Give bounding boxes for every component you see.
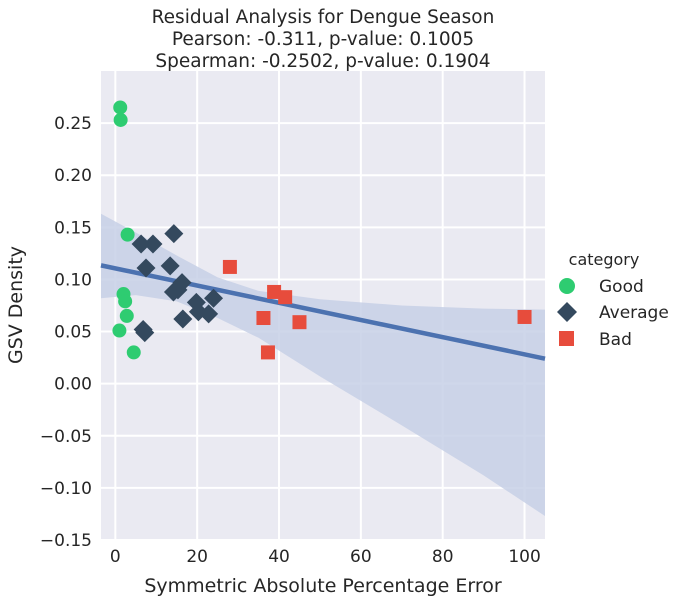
y-tick-label: 0.15	[54, 218, 92, 238]
point-good	[112, 323, 127, 338]
x-tick-labels: 0 20 40 60 80 100	[110, 547, 541, 567]
point-average	[164, 224, 184, 244]
point-average	[160, 256, 180, 276]
x-tick-label: 100	[508, 547, 540, 567]
point-average	[136, 258, 156, 278]
point-average	[199, 304, 219, 324]
point-average	[186, 292, 206, 312]
legend-label-average: Average	[599, 303, 669, 323]
x-tick-label: 40	[268, 547, 290, 567]
point-bad	[292, 315, 307, 330]
chart-title-line-2: Pearson: -0.311, p-value: 0.1005	[172, 29, 474, 50]
x-tick-label: 20	[186, 547, 208, 567]
legend-marker-bad	[559, 331, 574, 346]
legend-label-bad: Bad	[599, 330, 632, 350]
point-average	[135, 323, 155, 343]
point-good	[113, 112, 128, 127]
chart-title-line-1: Residual Analysis for Dengue Season	[152, 7, 495, 28]
point-bad	[256, 311, 271, 326]
point-average	[131, 234, 151, 254]
point-good	[118, 294, 133, 309]
y-tick-label: 0.05	[54, 323, 92, 343]
point-average	[173, 309, 193, 329]
legend-marker-average	[557, 302, 577, 322]
y-tick-label: 0.20	[54, 166, 92, 186]
chart-title-line-3: Spearman: -0.2502, p-value: 0.1904	[155, 51, 490, 72]
y-tick-label: −0.15	[40, 531, 92, 551]
y-tick-labels: −0.15 −0.10 −0.05 0.00 0.05 0.10 0.15 0.20 0.25	[40, 114, 92, 551]
legend-label-good: Good	[599, 277, 644, 297]
data-points	[112, 100, 532, 360]
point-average	[143, 234, 163, 254]
legend-title: category	[569, 250, 640, 269]
point-bad	[260, 345, 275, 360]
x-tick-label: 60	[350, 547, 372, 567]
point-good	[126, 345, 141, 360]
point-bad	[517, 309, 532, 324]
point-good	[113, 100, 128, 115]
x-tick-label: 80	[432, 547, 454, 567]
y-tick-label: 0.00	[54, 375, 92, 395]
y-tick-label: −0.10	[40, 479, 92, 499]
point-good	[119, 308, 134, 323]
point-bad	[222, 259, 237, 274]
y-tick-label: 0.10	[54, 270, 92, 290]
point-average	[204, 288, 224, 308]
point-bad	[267, 284, 282, 299]
point-bad	[278, 290, 293, 305]
x-axis-label: Symmetric Absolute Percentage Error	[144, 575, 502, 597]
point-average	[168, 280, 188, 300]
y-tick-label: −0.05	[40, 427, 92, 447]
point-good	[120, 227, 135, 242]
legend: category Good Average Bad	[557, 250, 669, 350]
x-tick-label: 0	[110, 547, 121, 567]
legend-marker-good	[559, 278, 575, 294]
y-axis-label: GSV Density	[5, 246, 27, 364]
y-tick-label: 0.25	[54, 114, 92, 134]
